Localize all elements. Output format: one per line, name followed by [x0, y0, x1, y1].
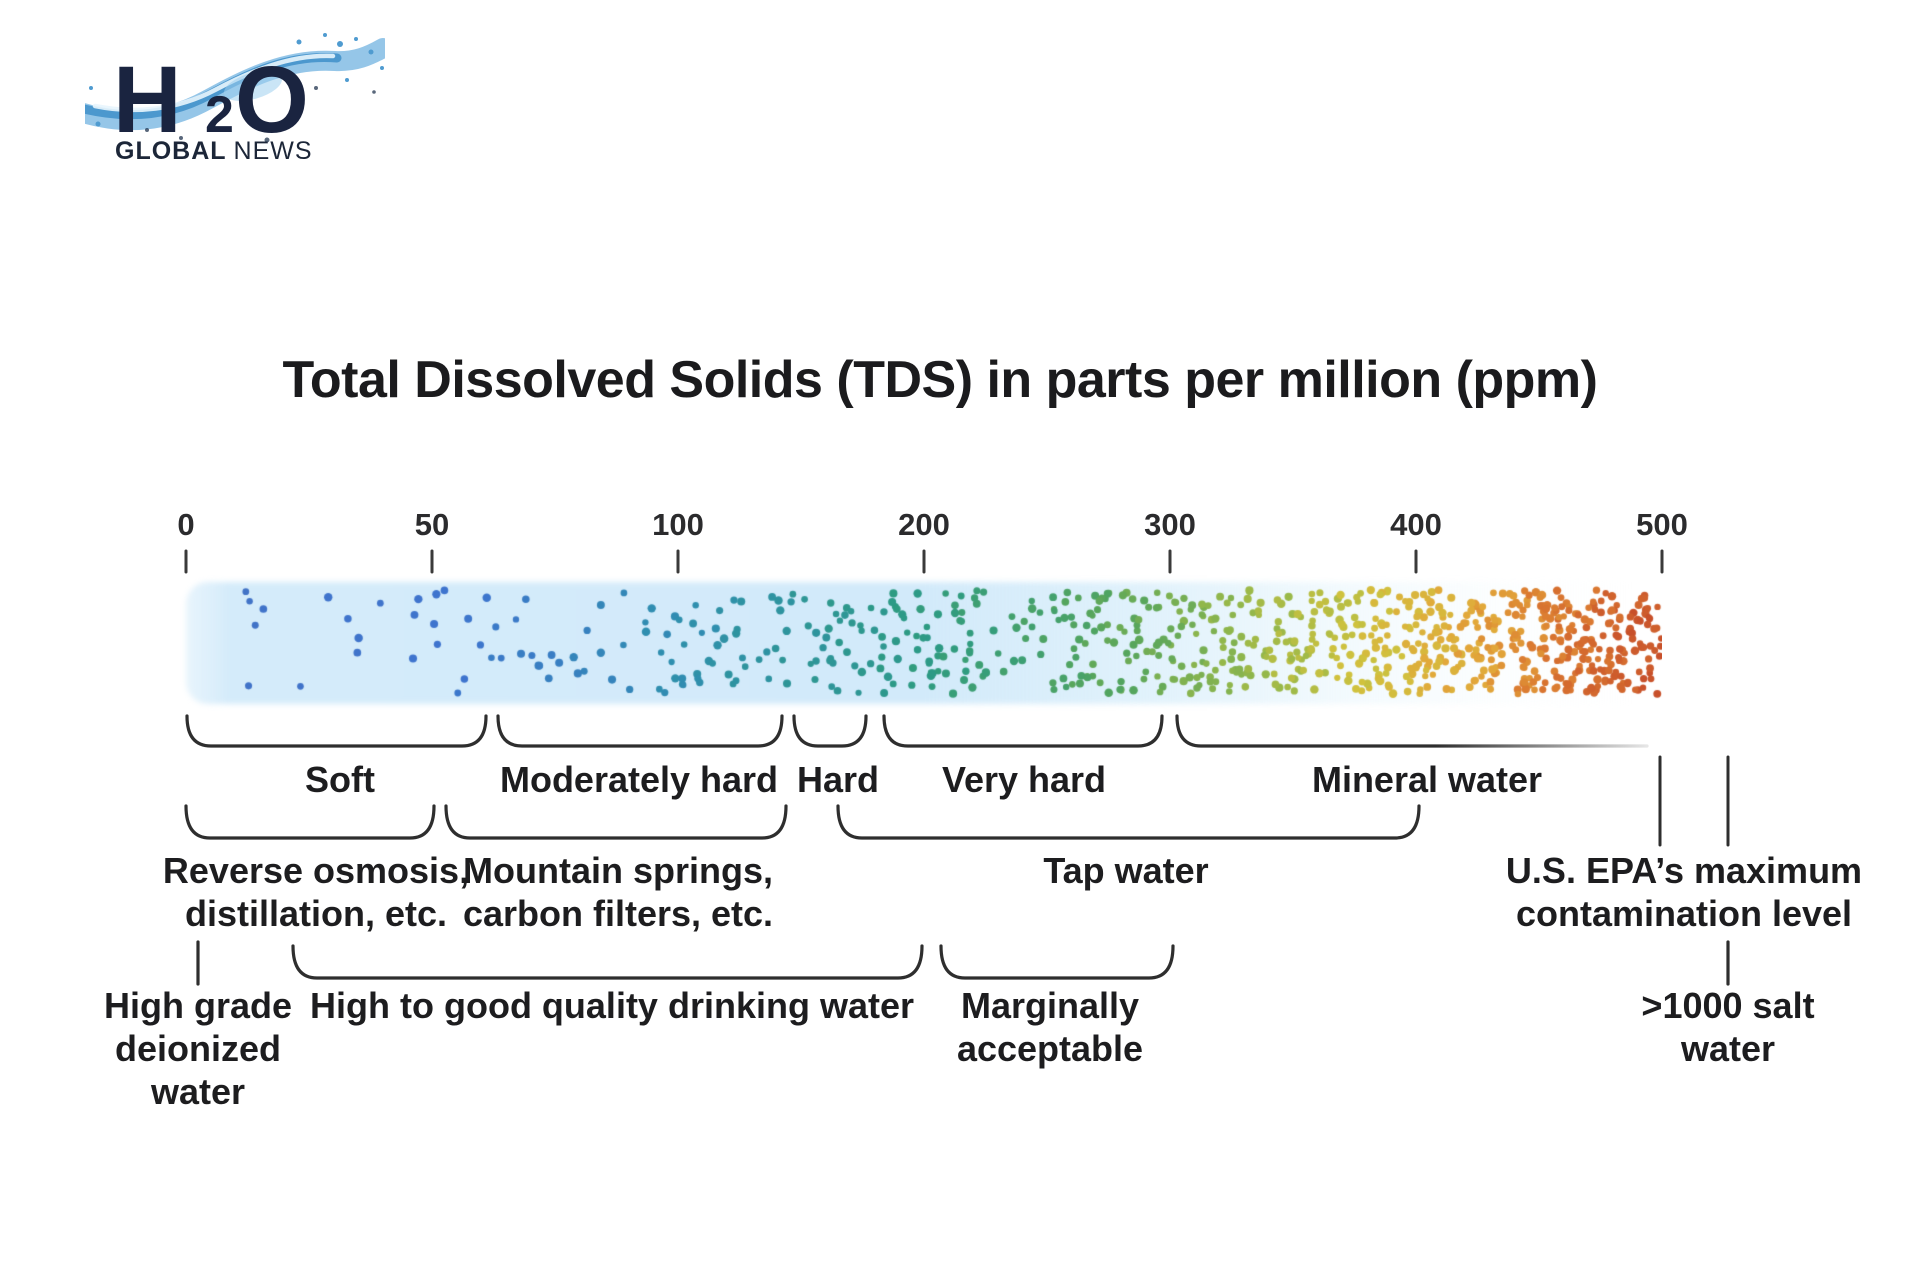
bracket-mountain-springs [444, 804, 788, 840]
svg-text:2: 2 [205, 86, 234, 144]
label-hard: Hard [796, 759, 880, 800]
h2o-global-news-logo: H 2 O GLOBAL NEWS [85, 33, 385, 165]
label-salt-line2: water [1680, 1028, 1776, 1069]
axis-tick-label-300: 300 [1144, 507, 1196, 542]
bracket-very-hard [882, 714, 1164, 748]
svg-text:O: O [235, 47, 309, 153]
tds-dots-canvas [186, 584, 1662, 700]
label-mountain-springs-line1: Mountain springs, [462, 850, 773, 891]
water-splash-icon [85, 33, 385, 143]
label-epa-max-contamination: U.S. EPA’s maximum contamination level [1506, 849, 1862, 935]
label-marginal-line1: Marginally [960, 985, 1140, 1026]
label-mountain-springs: Mountain springs, carbon filters, etc. [463, 849, 773, 935]
svg-text:H: H [113, 47, 182, 153]
label-moderately-hard: Moderately hard [499, 759, 779, 800]
label-mineral-water: Mineral water [1311, 759, 1543, 800]
bracket-tap-water [836, 804, 1421, 840]
axis-tick-label-50: 50 [414, 507, 450, 542]
label-marginally-acceptable: Marginally acceptable [957, 984, 1143, 1070]
label-very-hard: Very hard [941, 759, 1107, 800]
label-reverse-osmosis-line1: Reverse osmosis, [162, 850, 470, 891]
label-deionized-line1: High grade [103, 985, 293, 1026]
axis-tick-label-100: 100 [652, 507, 704, 542]
axis-tick-label-400: 400 [1390, 507, 1442, 542]
label-soft: Soft [305, 759, 375, 800]
axis-tick-label-500: 500 [1636, 507, 1688, 542]
bracket-reverse-osmosis [184, 804, 436, 840]
label-high-grade-deionized: High grade deionized water [104, 984, 292, 1113]
label-salt-line1: >1000 salt [1641, 985, 1815, 1026]
bracket-moderately-hard [496, 714, 784, 748]
label-salt-water: >1000 salt water [1641, 984, 1814, 1070]
bracket-drinking-water [291, 944, 924, 980]
label-reverse-osmosis-line2: distillation, etc. [184, 893, 448, 934]
label-epa-line1: U.S. EPA’s maximum [1505, 850, 1863, 891]
axis-ticks [184, 549, 1664, 574]
axis-tick-label-200: 200 [898, 507, 950, 542]
label-reverse-osmosis: Reverse osmosis, distillation, etc. [163, 849, 469, 935]
chart-title: Total Dissolved Solids (TDS) in parts pe… [282, 351, 1598, 409]
bracket-mineral-water [1175, 714, 1649, 748]
axis-tick-label-0: 0 [177, 507, 195, 542]
bracket-soft [185, 714, 488, 748]
label-marginal-line2: acceptable [956, 1028, 1144, 1069]
label-epa-line2: contamination level [1515, 893, 1853, 934]
logo-h2o-text: H 2 O [113, 47, 309, 153]
label-drinking-water: High to good quality drinking water [310, 985, 914, 1026]
label-deionized-line2: deionized [114, 1028, 282, 1069]
label-mountain-springs-line2: carbon filters, etc. [462, 893, 774, 934]
bracket-hard [792, 714, 868, 748]
label-tap-water: Tap water [1043, 850, 1209, 891]
bracket-marginally-acceptable [939, 944, 1175, 980]
logo-global-news: GLOBAL NEWS [115, 137, 313, 165]
label-deionized-line3: water [150, 1071, 246, 1112]
